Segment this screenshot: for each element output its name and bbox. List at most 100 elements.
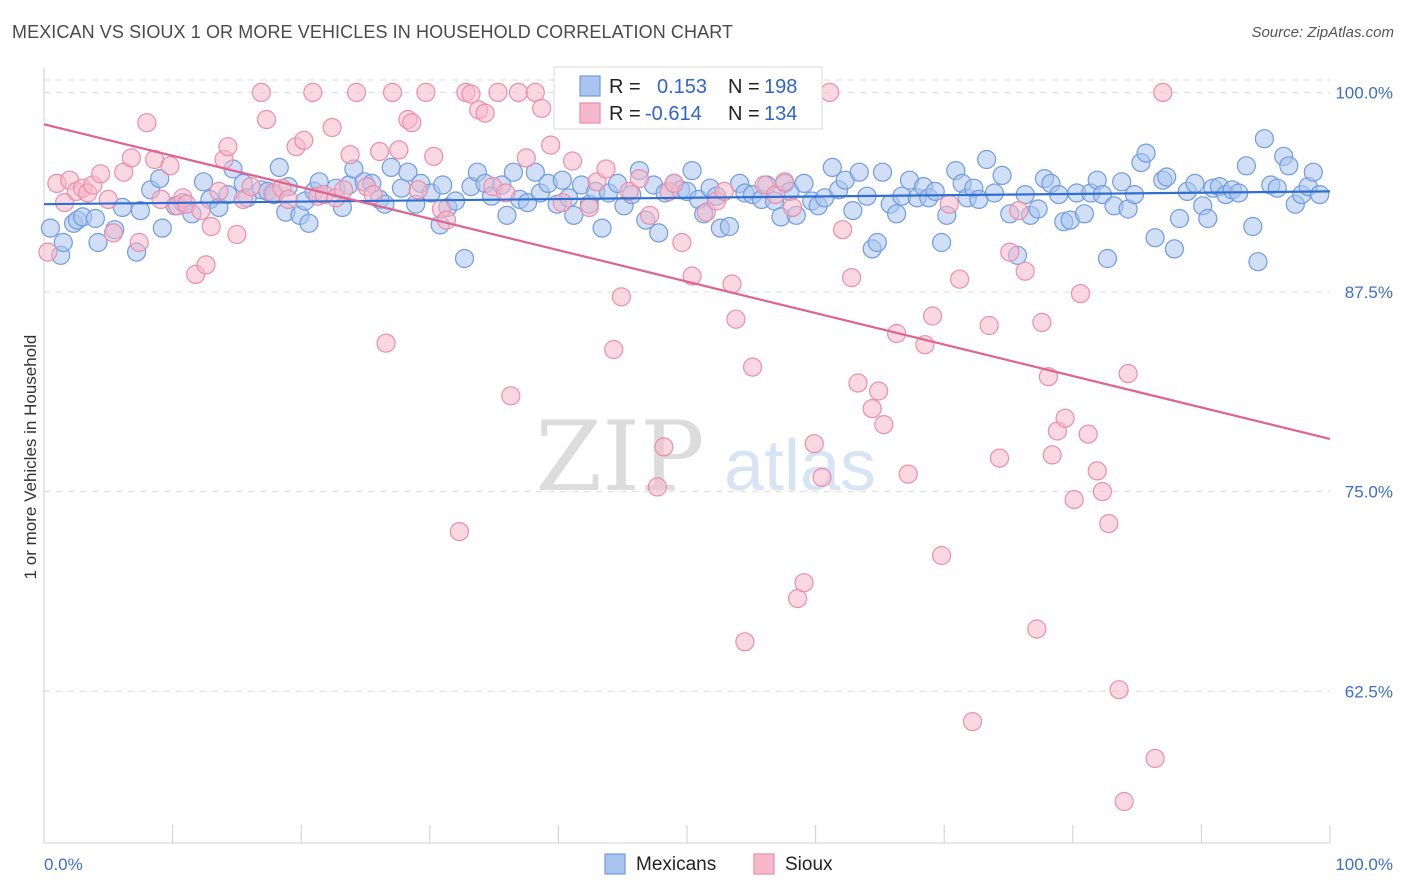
point-sioux-68 [508, 82, 529, 103]
point-sioux-83 [640, 205, 660, 225]
legend-n-label-mexicans: N = [728, 76, 760, 98]
point-sioux-84 [647, 477, 668, 497]
point-sioux-31 [251, 82, 271, 103]
point-mexicans-133 [984, 183, 1005, 203]
point-mexicans-44 [381, 157, 401, 177]
point-sioux-88 [672, 232, 692, 253]
point-mexicans-132 [976, 149, 997, 170]
point-sioux-140 [1153, 82, 1173, 103]
point-mexicans-18 [193, 172, 214, 192]
point-sioux-126 [1032, 312, 1052, 332]
trend-line-sioux [43, 123, 1331, 441]
point-sioux-30 [241, 177, 261, 197]
point-sioux-104 [812, 467, 832, 487]
point-sioux-115 [922, 306, 943, 326]
point-sioux-45 [346, 82, 367, 103]
point-sioux-106 [832, 220, 853, 240]
point-mexicans-0 [40, 218, 61, 238]
point-sioux-102 [794, 573, 814, 593]
chart-title: MEXICAN VS SIOUX 1 OR MORE VEHICLES IN H… [12, 22, 734, 42]
point-mexicans-13 [150, 169, 170, 189]
point-sioux-63 [475, 103, 495, 123]
point-sioux-22 [191, 201, 211, 221]
bottom-legend-swatch-mexicans [604, 853, 626, 875]
y-tick-label-1: 75.0% [1345, 483, 1393, 502]
point-sioux-121 [989, 448, 1010, 468]
point-sioux-109 [862, 399, 882, 419]
point-sioux-28 [227, 224, 247, 245]
point-mexicans-125 [931, 232, 952, 253]
point-sioux-78 [596, 159, 616, 179]
point-sioux-56 [424, 146, 444, 166]
point-mexicans-163 [1185, 173, 1205, 193]
point-mexicans-14 [152, 218, 172, 238]
point-sioux-70 [525, 82, 545, 103]
point-mexicans-108 [822, 157, 842, 177]
bottom-legend-label-mexicans: Mexicans [636, 854, 716, 875]
point-sioux-74 [562, 151, 583, 171]
point-sioux-113 [898, 464, 918, 484]
point-mexicans-150 [1097, 248, 1118, 269]
point-sioux-58 [436, 210, 457, 230]
point-sioux-118 [949, 269, 970, 289]
tick-labels: 62.5% 75.0% 87.5% 100.0% 0.0% 100.0% [44, 83, 1393, 874]
point-sioux-141 [1114, 791, 1134, 812]
point-sioux-25 [209, 181, 229, 201]
legend-n-label-sioux: N = [728, 103, 760, 125]
legend-r-label-sioux: R = [609, 103, 641, 125]
point-sioux-35 [278, 189, 298, 209]
point-sioux-61 [461, 84, 481, 104]
legend-swatch-sioux [579, 102, 601, 124]
legend-n-value-mexicans: 198 [764, 76, 797, 98]
point-mexicans-161 [1169, 208, 1190, 229]
point-sioux-117 [939, 194, 959, 214]
point-sioux-80 [611, 287, 632, 307]
top-legend: R = 0.153 N = 198 R = -0.614 N = 134 [553, 66, 823, 130]
axes [43, 68, 1331, 844]
point-sioux-81 [619, 181, 639, 201]
point-mexicans-115 [867, 232, 887, 253]
legend-r-label-mexicans: R = [609, 76, 641, 98]
point-mexicans-70 [564, 205, 584, 225]
point-sioux-107 [841, 268, 862, 288]
point-sioux-8 [90, 164, 111, 184]
point-mexicans-46 [398, 162, 418, 182]
legend-swatch-mexicans [579, 75, 601, 97]
point-mexicans-82 [649, 223, 669, 243]
point-sioux-50 [382, 82, 403, 103]
point-sioux-101 [787, 588, 808, 609]
point-sioux-92 [714, 181, 734, 201]
point-sioux-9 [98, 189, 118, 209]
point-mexicans-68 [552, 170, 572, 190]
y-tick-label-0: 62.5% [1345, 682, 1393, 701]
point-mexicans-28 [269, 157, 289, 177]
point-mexicans-139 [1028, 199, 1048, 219]
point-mexicans-152 [1112, 172, 1132, 192]
point-sioux-138 [1118, 363, 1138, 384]
point-sioux-134 [1087, 461, 1107, 481]
point-sioux-110 [868, 381, 889, 401]
point-sioux-51 [389, 140, 409, 160]
point-mexicans-160 [1164, 239, 1185, 259]
legend-r-value-sioux: -0.614 [645, 103, 702, 125]
chart-source: Source: ZipAtlas.com [1251, 24, 1394, 41]
watermark-atlas: atlas [724, 426, 876, 506]
point-sioux-24 [201, 216, 221, 237]
point-mexicans-6 [85, 208, 106, 229]
point-mexicans-182 [1303, 162, 1323, 182]
point-mexicans-33 [299, 213, 319, 233]
point-sioux-133 [1078, 424, 1098, 444]
point-mexicans-146 [1074, 204, 1095, 224]
trend-line-mexicans [43, 190, 1331, 206]
point-sioux-131 [1064, 490, 1084, 510]
bottom-legend-swatch-sioux [753, 853, 775, 875]
series-sioux [38, 82, 1173, 812]
point-sioux-13 [129, 232, 149, 253]
point-mexicans-104 [794, 173, 814, 193]
point-sioux-59 [449, 521, 469, 542]
point-sioux-41 [322, 117, 342, 138]
point-sioux-94 [726, 309, 746, 329]
point-mexicans-60 [497, 205, 517, 225]
point-sioux-23 [196, 255, 216, 275]
